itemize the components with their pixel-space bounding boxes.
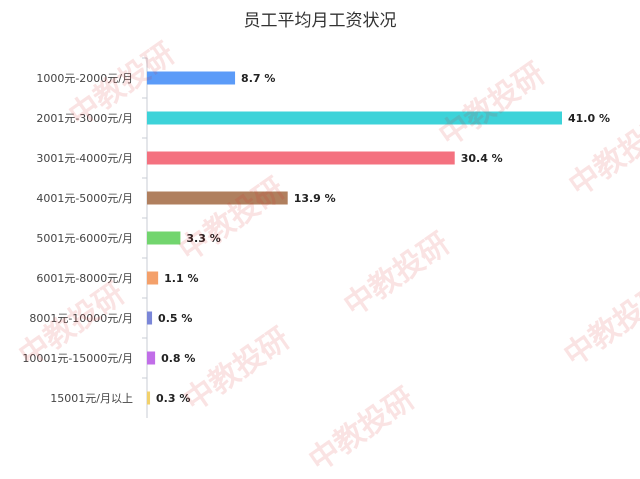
bar-chart: 1000元-2000元/月 8.7 % 2001元-3000元/月 41.0 % 300… (22, 57, 610, 418)
bar (147, 351, 156, 365)
data-label: 0.3 % (156, 392, 190, 405)
category-label: 10001元-15000元/月 (22, 352, 133, 365)
category-label: 2001元-3000元/月 (36, 112, 133, 125)
data-label: 0.8 % (161, 352, 195, 365)
bar (147, 71, 236, 85)
category-label: 4001元-5000元/月 (36, 192, 133, 205)
bar (147, 231, 181, 245)
data-label: 13.9 % (294, 192, 336, 205)
data-label: 8.7 % (241, 72, 275, 85)
category-label: 15001元/月以上 (50, 392, 133, 405)
data-label: 3.3 % (186, 232, 220, 245)
bar (147, 111, 562, 125)
bar (147, 311, 153, 325)
category-label: 3001元-4000元/月 (36, 152, 133, 165)
bar (147, 271, 159, 285)
category-label: 8001元-10000元/月 (29, 312, 133, 325)
category-label: 5001元-6000元/月 (36, 232, 133, 245)
chart-title: 员工平均月工资状况 (243, 11, 397, 31)
category-label: 1000元-2000元/月 (36, 72, 133, 85)
data-label: 30.4 % (461, 152, 503, 165)
data-label: 41.0 % (568, 112, 610, 125)
bar (147, 391, 151, 405)
bar (147, 151, 455, 165)
data-label: 1.1 % (164, 272, 198, 285)
bar (147, 191, 288, 205)
category-label: 6001元-8000元/月 (36, 272, 133, 285)
data-label: 0.5 % (158, 312, 192, 325)
